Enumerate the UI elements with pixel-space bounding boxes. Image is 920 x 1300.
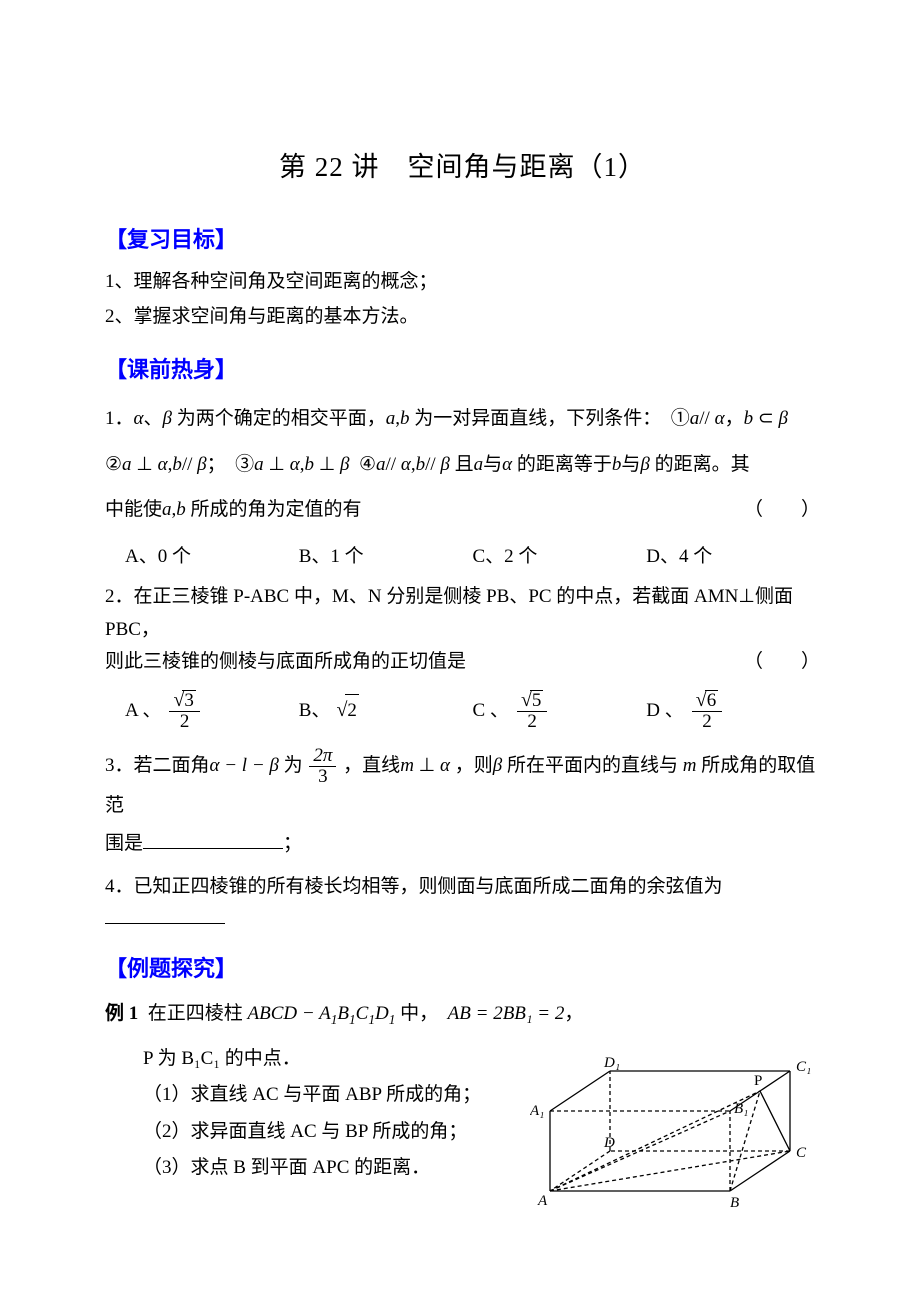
ex1-stem-b: 中， bbox=[400, 1003, 438, 1024]
q2-optA-pre: A 、 bbox=[125, 695, 161, 727]
q1: 1．α、β 为两个确定的相交平面，a,b 为一对异面直线，下列条件： ①a// … bbox=[105, 396, 820, 533]
ex1-eq: AB = 2BB₁ = 2 bbox=[448, 1003, 565, 1024]
svg-text:A₁: A₁ bbox=[530, 1103, 544, 1119]
q3-blank bbox=[143, 829, 283, 849]
q1-optA: A、0 个 bbox=[125, 541, 299, 573]
q2-optB-pre: B、 bbox=[299, 695, 331, 727]
svg-text:D₁: D₁ bbox=[603, 1055, 620, 1071]
svg-text:P: P bbox=[754, 1073, 762, 1089]
q2-c-num: 5 bbox=[530, 690, 544, 711]
q1-cond4-mid: 且 bbox=[455, 454, 474, 475]
q2-optA: A 、 √32 bbox=[125, 690, 299, 732]
q2-optD: D 、 √62 bbox=[646, 690, 820, 732]
q4-blank bbox=[105, 904, 225, 924]
q1-options: A、0 个 B、1 个 C、2 个 D、4 个 bbox=[105, 541, 820, 573]
q2-b: 2 bbox=[345, 694, 359, 727]
svg-text:A: A bbox=[537, 1193, 548, 1209]
ex1-sub2: （2）求异面直线 AC 与 BP 所成的角； bbox=[143, 1114, 510, 1150]
q2-paren: （ ） bbox=[744, 646, 820, 678]
ex1-sub1: （1）求直线 AC 与平面 ABP 所成的角； bbox=[143, 1077, 510, 1113]
q1-optD: D、4 个 bbox=[646, 541, 820, 573]
q1-paren: （ ） bbox=[744, 487, 820, 533]
q2-optB: B、 √2 bbox=[299, 694, 473, 728]
q2-optC: C 、 √52 bbox=[473, 690, 647, 732]
svg-text:D: D bbox=[603, 1135, 615, 1151]
page-title: 第 22 讲 空间角与距离（1） bbox=[105, 145, 820, 191]
q3-pre: 3．若二面角 bbox=[105, 755, 210, 776]
ex1-stem-a: 在正四棱柱 bbox=[148, 1003, 243, 1024]
q3-frac-den: 3 bbox=[314, 767, 332, 787]
q2-optD-pre: D 、 bbox=[646, 695, 683, 727]
ex1-stem-c: ， bbox=[564, 1003, 583, 1024]
svg-text:B₁: B₁ bbox=[734, 1101, 748, 1117]
q1-cond3-pre: ③ bbox=[235, 454, 254, 475]
svg-text:C: C bbox=[796, 1145, 807, 1161]
ex1-stem: 例 1 在正四棱柱 ABCD − A1B1C1D1 中， AB = 2BB₁ =… bbox=[105, 995, 820, 1033]
goal-1: 1、理解各种空间角及空间距离的概念； bbox=[105, 266, 820, 298]
ex1-p-line: P 为 B₁C₁ 的中点． bbox=[143, 1041, 510, 1077]
q1-stem-b: 为两个确定的相交平面， bbox=[177, 408, 386, 429]
ex1-sub3: （3）求点 B 到平面 APC 的距离． bbox=[143, 1150, 510, 1186]
q3-line2-post: ； bbox=[283, 833, 302, 854]
section-warmup-heading: 【课前热身】 bbox=[105, 351, 820, 388]
q3-mid2: ，直线 bbox=[343, 755, 400, 776]
q1-optB: B、1 个 bbox=[299, 541, 473, 573]
q2-optC-pre: C 、 bbox=[473, 695, 509, 727]
q2-c-den: 2 bbox=[523, 712, 541, 732]
ex1-figure: A B C D A₁ B₁ C₁ D₁ P bbox=[530, 1041, 820, 1216]
q3-line2-pre: 围是 bbox=[105, 833, 143, 854]
q3-mid4: 所在平面内的直线与 bbox=[507, 755, 678, 776]
q2-line1: 2．在正三棱锥 P-ABC 中，M、N 分别是侧棱 PB、PC 的中点，若截面 … bbox=[105, 586, 793, 639]
section-goals-heading: 【复习目标】 bbox=[105, 221, 820, 258]
q3-mid1: 为 bbox=[284, 755, 303, 776]
q1-optC: C、2 个 bbox=[473, 541, 647, 573]
q2-d-num: 6 bbox=[705, 690, 719, 711]
q1-tail-b: 所成的角为定值的有 bbox=[191, 499, 362, 520]
q3: 3．若二面角α − l − β 为 2π3 ，直线m ⊥ α ，则β 所在平面内… bbox=[105, 746, 820, 863]
q2-options: A 、 √32 B、 √2 C 、 √52 D 、 √62 bbox=[105, 690, 820, 732]
q2-line2: 则此三棱锥的侧棱与底面所成角的正切值是 bbox=[105, 651, 466, 672]
section-examples-heading: 【例题探究】 bbox=[105, 950, 820, 987]
q1-stem-a: 1． bbox=[105, 408, 134, 429]
q2: 2．在正三棱锥 P-ABC 中，M、N 分别是侧棱 PB、PC 的中点，若截面 … bbox=[105, 581, 820, 678]
q1-tail-a: 中能使 bbox=[105, 499, 162, 520]
q4: 4．已知正四棱锥的所有棱长均相等，则侧面与底面所成二面角的余弦值为 bbox=[105, 871, 820, 936]
q3-mid3: ，则 bbox=[455, 755, 493, 776]
q1-cond2-pre: ② bbox=[105, 454, 122, 475]
goal-2: 2、掌握求空间角与距离的基本方法。 bbox=[105, 301, 820, 333]
q2-d-den: 2 bbox=[698, 712, 716, 732]
q3-frac-num: 2π bbox=[309, 746, 336, 767]
q1-stem-c: 为一对异面直线，下列条件： bbox=[414, 408, 661, 429]
svg-text:B: B bbox=[730, 1195, 739, 1211]
q4-text: 4．已知正四棱锥的所有棱长均相等，则侧面与底面所成二面角的余弦值为 bbox=[105, 876, 723, 897]
q1-cond4-end: 的距离。其 bbox=[655, 454, 750, 475]
q1-cond4-pre: ④ bbox=[359, 454, 376, 475]
q1-cond4-mid2: 的距离等于 bbox=[517, 454, 612, 475]
q2-a-num: 3 bbox=[182, 690, 196, 711]
q1-cond1-pre: ① bbox=[671, 408, 690, 429]
svg-text:C₁: C₁ bbox=[796, 1059, 811, 1075]
ex1-label: 例 1 bbox=[105, 1003, 138, 1024]
q2-a-den: 2 bbox=[176, 712, 194, 732]
ex1-body: P 为 B₁C₁ 的中点． （1）求直线 AC 与平面 ABP 所成的角； （2… bbox=[105, 1041, 820, 1216]
